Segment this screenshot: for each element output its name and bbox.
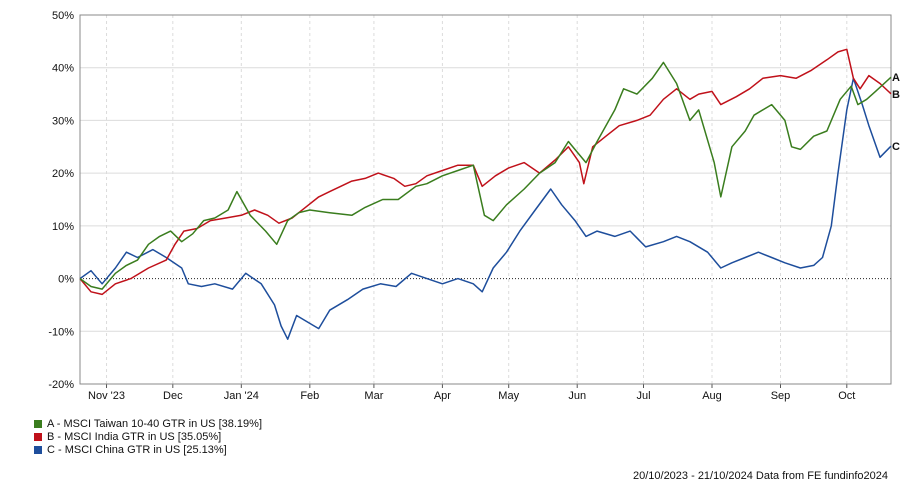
legend-swatch-a xyxy=(34,419,42,428)
y-tick-label: 20% xyxy=(52,168,74,180)
plot-frame xyxy=(79,14,892,385)
legend-label-b: B - MSCI India GTR in US [35.05%] xyxy=(47,430,222,443)
y-tick-label: -10% xyxy=(48,326,74,338)
series-line-c xyxy=(79,77,892,340)
x-tick-label: Jan '24 xyxy=(224,390,259,402)
x-tick-label: May xyxy=(498,390,519,402)
x-tick-label: Aug xyxy=(702,390,722,402)
y-tick-label: 50% xyxy=(52,10,74,22)
series-line-b xyxy=(79,48,892,296)
legend-item-b: B - MSCI India GTR in US [35.05%] xyxy=(34,430,262,443)
grid-lines xyxy=(80,14,891,385)
source-footer: 20/10/2023 - 21/10/2024 Data from FE fun… xyxy=(632,470,888,482)
x-tick-label: Dec xyxy=(163,390,183,402)
x-tick-label: Jun xyxy=(568,390,586,402)
x-tick-label: Apr xyxy=(434,390,451,402)
series-tag-a: A xyxy=(892,72,900,84)
series-end-tags: AB C xyxy=(892,72,900,153)
y-tick-label: 10% xyxy=(52,221,74,233)
y-tick-label: -20% xyxy=(48,379,74,391)
y-tick-label: 0% xyxy=(58,274,74,286)
series-line-a xyxy=(79,61,892,290)
series-tag-c: C xyxy=(892,141,900,153)
x-tick-label: Sep xyxy=(771,390,791,402)
x-tick-label: Oct xyxy=(838,390,855,402)
x-tick-label: Mar xyxy=(364,390,383,402)
series-lines xyxy=(79,48,892,340)
legend-label-a: A - MSCI Taiwan 10-40 GTR in US [38.19%] xyxy=(47,417,262,430)
x-tick-label: Nov '23 xyxy=(88,390,125,402)
legend: A - MSCI Taiwan 10-40 GTR in US [38.19%]… xyxy=(34,417,262,456)
legend-item-c: C - MSCI China GTR in US [25.13%] xyxy=(34,443,262,456)
legend-swatch-c xyxy=(34,445,42,454)
x-tick-label: Jul xyxy=(636,390,650,402)
series-tag-b: B xyxy=(892,89,900,101)
legend-swatch-b xyxy=(34,432,42,441)
legend-label-c: C - MSCI China GTR in US [25.13%] xyxy=(47,443,227,456)
axes: 50% 40% 30% 20% 10% 0% -10% -20% Nov '23 Dec Jan '… xyxy=(48,10,892,402)
y-tick-label: 40% xyxy=(52,63,74,75)
y-tick-label: 30% xyxy=(52,115,74,127)
x-tick-label: Feb xyxy=(300,390,319,402)
legend-item-a: A - MSCI Taiwan 10-40 GTR in US [38.19%] xyxy=(34,417,262,430)
